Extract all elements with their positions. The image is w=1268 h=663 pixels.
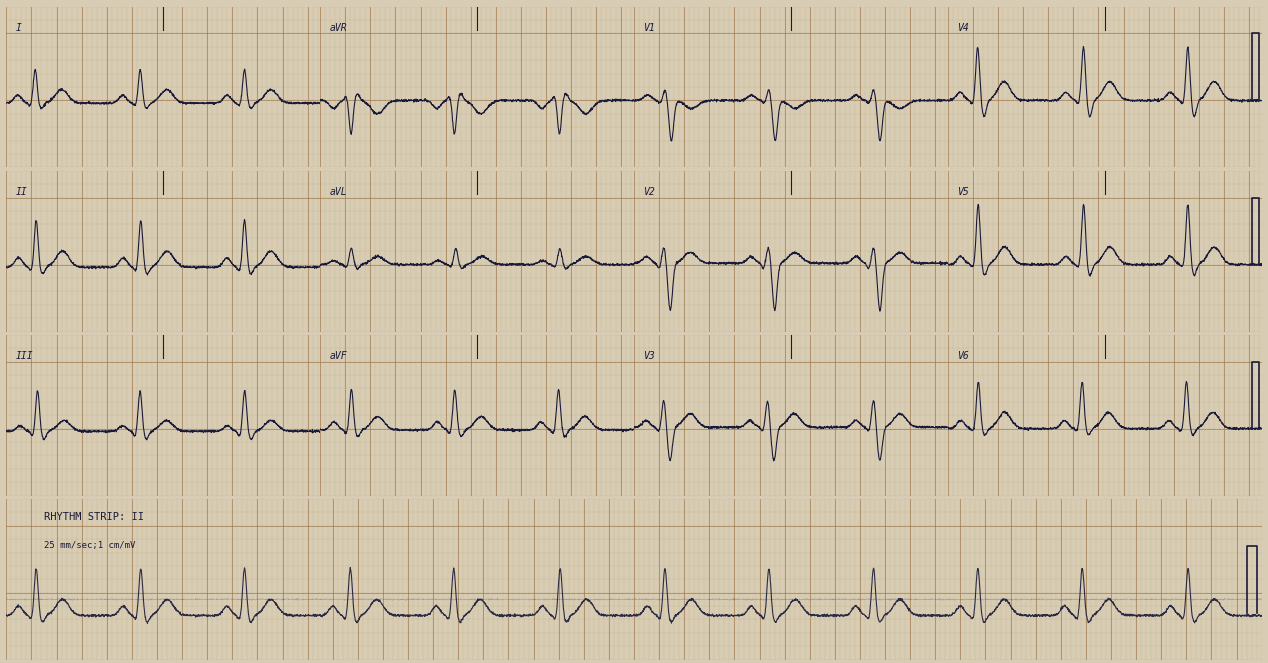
Text: V1: V1 (643, 23, 656, 32)
Text: 25 mm/sec;1 cm/mV: 25 mm/sec;1 cm/mV (44, 541, 136, 550)
Text: V5: V5 (957, 187, 969, 197)
Text: II: II (15, 187, 28, 197)
Text: V6: V6 (957, 351, 969, 361)
Text: aVR: aVR (330, 23, 347, 32)
Text: V2: V2 (643, 187, 656, 197)
Text: aVF: aVF (330, 351, 347, 361)
Text: aVL: aVL (330, 187, 347, 197)
Text: I: I (15, 23, 22, 32)
Text: V4: V4 (957, 23, 969, 32)
Text: V3: V3 (643, 351, 656, 361)
Text: RHYTHM STRIP: II: RHYTHM STRIP: II (44, 512, 145, 522)
Text: III: III (15, 351, 33, 361)
